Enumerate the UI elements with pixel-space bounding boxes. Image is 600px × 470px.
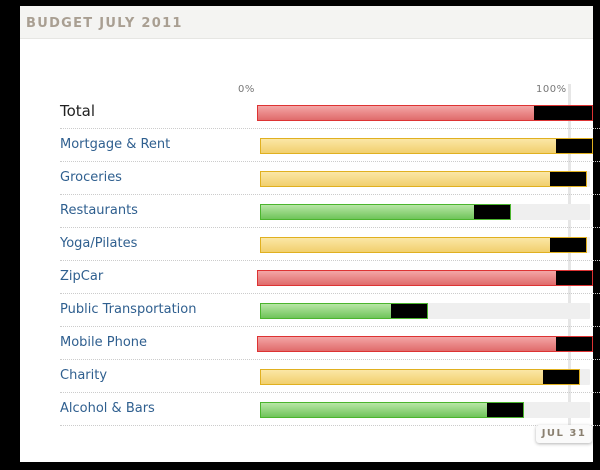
redaction-block xyxy=(556,337,593,351)
budget-row[interactable]: Groceries xyxy=(60,162,600,195)
progress-fill xyxy=(260,402,524,418)
row-divider xyxy=(60,425,600,426)
redaction-block xyxy=(543,370,580,384)
category-label[interactable]: Alcohol & Bars xyxy=(60,401,155,416)
today-date-label: JUL 31 xyxy=(536,425,592,443)
row-divider xyxy=(60,359,600,360)
progress-fill xyxy=(257,270,594,286)
progress-track xyxy=(257,105,594,121)
budget-row[interactable]: Charity xyxy=(60,360,600,393)
progress-track xyxy=(260,171,590,187)
progress-track xyxy=(260,237,590,253)
budget-row[interactable]: Alcohol & Bars xyxy=(60,393,600,426)
progress-fill xyxy=(260,138,594,154)
progress-fill xyxy=(257,105,594,121)
row-divider xyxy=(60,194,600,195)
progress-track xyxy=(257,336,594,352)
today-marker xyxy=(568,84,571,430)
category-label[interactable]: Mobile Phone xyxy=(60,335,148,350)
redaction-block xyxy=(556,271,593,285)
budget-row-total[interactable]: Total xyxy=(60,96,600,129)
progress-track xyxy=(257,270,594,286)
budget-row[interactable]: Public Transportation xyxy=(60,294,600,327)
redaction-block xyxy=(473,205,510,219)
category-label[interactable]: Charity xyxy=(60,368,108,383)
redaction-block xyxy=(556,139,593,153)
budget-row[interactable]: Mortgage & Rent xyxy=(60,129,600,162)
budget-row[interactable]: Yoga/Pilates xyxy=(60,228,600,261)
axis-max-label: 100% xyxy=(536,84,567,95)
row-divider xyxy=(60,392,600,393)
redaction-block xyxy=(534,106,593,120)
row-divider xyxy=(60,260,600,261)
budget-row[interactable]: Restaurants xyxy=(60,195,600,228)
redaction-block xyxy=(549,238,586,252)
category-label[interactable]: Groceries xyxy=(60,170,122,185)
progress-track xyxy=(260,204,590,220)
row-divider xyxy=(60,227,600,228)
progress-fill xyxy=(260,369,581,385)
progress-fill xyxy=(257,336,594,352)
panel-header: BUDGET JULY 2011 xyxy=(20,6,593,39)
category-label[interactable]: Mortgage & Rent xyxy=(60,137,171,152)
budget-row[interactable]: Mobile Phone xyxy=(60,327,600,360)
row-divider xyxy=(60,326,600,327)
redaction-block xyxy=(549,172,586,186)
progress-fill xyxy=(260,237,587,253)
progress-fill xyxy=(260,204,511,220)
redaction-block xyxy=(391,304,428,318)
row-divider xyxy=(60,293,600,294)
category-label[interactable]: ZipCar xyxy=(60,269,104,284)
progress-fill xyxy=(260,171,587,187)
category-label: Total xyxy=(60,102,96,120)
row-divider xyxy=(60,161,600,162)
progress-track xyxy=(260,138,594,154)
budget-panel: BUDGET JULY 2011 0% 100% Total Mortgage … xyxy=(20,6,600,462)
progress-fill xyxy=(260,303,429,319)
redaction-block xyxy=(487,403,523,417)
progress-track xyxy=(260,369,590,385)
axis-min-label: 0% xyxy=(238,84,255,95)
progress-track xyxy=(260,402,590,418)
budget-row[interactable]: ZipCar xyxy=(60,261,600,294)
progress-track xyxy=(260,303,590,319)
category-label[interactable]: Yoga/Pilates xyxy=(60,236,138,251)
row-divider xyxy=(60,128,600,129)
category-label[interactable]: Restaurants xyxy=(60,203,138,218)
category-label[interactable]: Public Transportation xyxy=(60,302,197,317)
panel-title: BUDGET JULY 2011 xyxy=(26,16,183,31)
